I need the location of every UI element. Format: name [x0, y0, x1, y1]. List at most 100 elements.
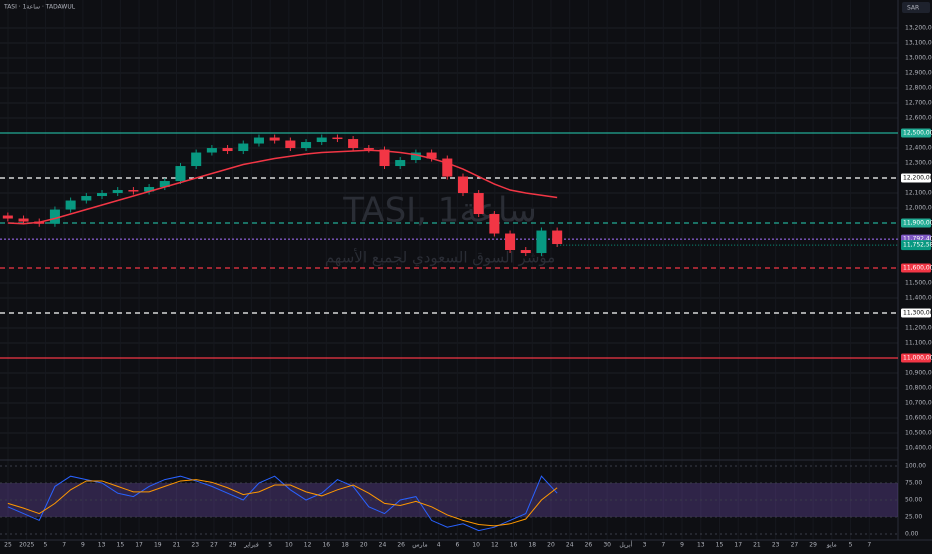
- y-tick-label: 11,200,000: [905, 325, 932, 332]
- level-label: 12,500,000: [903, 130, 932, 137]
- candle-body: [81, 196, 92, 201]
- level-label-box: [901, 263, 931, 273]
- x-tick-label: 4: [437, 542, 441, 549]
- symbol-title[interactable]: TASI · 1ساعة · TADAWUL: [3, 4, 76, 11]
- last-price-box: [901, 240, 931, 251]
- candle-body: [442, 158, 453, 177]
- x-tick-label: 5: [268, 542, 272, 549]
- x-tick-label: 15: [117, 542, 125, 549]
- level-label: 11,600,000: [903, 265, 932, 272]
- x-tick-label: 27: [791, 542, 799, 549]
- x-tick-label: 24: [566, 542, 574, 549]
- y-tick-label: 13,000,000: [905, 55, 932, 62]
- x-tick-label: 23: [772, 542, 780, 549]
- candle-body: [2, 215, 13, 219]
- candle-body: [238, 143, 249, 152]
- candle-body: [410, 152, 421, 161]
- y-tick-label: 12,300,000: [905, 160, 932, 167]
- candle-body: [112, 190, 123, 194]
- level-label: 11,900,000: [903, 220, 932, 227]
- candle-body: [379, 149, 390, 167]
- x-tick-label: 21: [173, 542, 181, 549]
- y-tick-label: 10,500,000: [905, 430, 932, 437]
- candle-body: [49, 209, 60, 224]
- x-tick-label: أبريل: [619, 541, 632, 549]
- x-tick-label: 5: [849, 542, 853, 549]
- y-tick-label: 10,700,000: [905, 400, 932, 407]
- x-tick-label: 9: [680, 542, 684, 549]
- last-price-label: 11,752,580: [903, 242, 932, 249]
- candle-body: [520, 250, 531, 254]
- x-tick-label: 19: [154, 542, 162, 549]
- candle-body: [457, 176, 469, 194]
- x-tick-label: 7: [661, 542, 665, 549]
- level-label: 12,200,000: [903, 175, 932, 182]
- x-tick-label: فبراير: [243, 542, 259, 549]
- moving-average: [7, 149, 558, 225]
- y-tick-label: 12,000,000: [905, 205, 932, 212]
- candle-body: [18, 218, 29, 222]
- y-tick-label: 10,400,000: [905, 445, 932, 452]
- candle-body: [222, 148, 233, 152]
- candle-body: [285, 140, 296, 149]
- y-tick-label: 13,100,000: [905, 40, 932, 47]
- candle-body: [144, 187, 155, 192]
- candle-body: [128, 190, 139, 192]
- rsi-band: [0, 483, 898, 517]
- x-tick-label: 26: [585, 542, 593, 549]
- currency-box[interactable]: [902, 2, 930, 13]
- x-tick-label: 21: [753, 542, 761, 549]
- candle-body: [191, 152, 202, 167]
- candle-body: [332, 137, 343, 140]
- x-tick-label: 9: [81, 542, 85, 549]
- x-tick-label: 23: [191, 542, 199, 549]
- y-tick-label: 12,800,000: [905, 85, 932, 92]
- y-tick-label: 12,100,000: [905, 190, 932, 197]
- y-tick-label: 12,600,000: [905, 115, 932, 122]
- y-tick-label: 13,200,000: [905, 25, 932, 32]
- x-tick-label: 20: [360, 542, 368, 549]
- x-tick-label: 18: [528, 542, 536, 549]
- x-tick-label: 13: [98, 542, 106, 549]
- y-tick-label: 10,600,000: [905, 415, 932, 422]
- candle-body: [505, 233, 516, 251]
- watermark: TASI, 1ساعة: [342, 191, 537, 231]
- x-tick-label: 7: [62, 542, 66, 549]
- x-tick-label: 10: [472, 542, 480, 549]
- candle-body: [65, 200, 76, 210]
- currency[interactable]: SAR: [907, 5, 919, 12]
- level-label: 11,000,000: [903, 355, 932, 362]
- candle-body: [269, 137, 280, 141]
- candle-body: [363, 148, 374, 150]
- candle-body: [175, 166, 186, 182]
- level-label-box: [901, 353, 931, 363]
- x-tick-label: 6: [455, 542, 459, 549]
- y-tick-label: 11,400,000: [905, 295, 932, 302]
- level-label-box: [901, 173, 931, 183]
- y-tick-label: 12,400,000: [905, 145, 932, 152]
- y-tick-label: 75.00: [905, 480, 922, 487]
- candle-body: [426, 152, 437, 159]
- x-tick-label: 20: [547, 542, 555, 549]
- candle-body: [348, 139, 359, 149]
- x-tick-label: 13: [697, 542, 705, 549]
- y-tick-label: 100.00: [905, 463, 926, 470]
- candle-body: [395, 160, 406, 167]
- x-tick-label: 17: [135, 542, 143, 549]
- rsi-line: [7, 475, 558, 532]
- y-tick-label: 50.00: [905, 497, 922, 504]
- y-tick-label: 10,900,000: [905, 370, 932, 377]
- candle-body: [96, 193, 108, 197]
- level-label-box: [901, 218, 931, 228]
- y-tick-label: 25.00: [905, 514, 922, 521]
- y-tick-label: 11,500,000: [905, 280, 932, 287]
- x-tick-label: 16: [510, 542, 518, 549]
- candle-body: [552, 230, 563, 245]
- x-tick-label: 26: [397, 542, 405, 549]
- y-tick-label: 12,700,000: [905, 100, 932, 107]
- level-label-box: [901, 308, 931, 318]
- x-tick-label: 3: [643, 542, 647, 549]
- candle-body: [206, 148, 217, 153]
